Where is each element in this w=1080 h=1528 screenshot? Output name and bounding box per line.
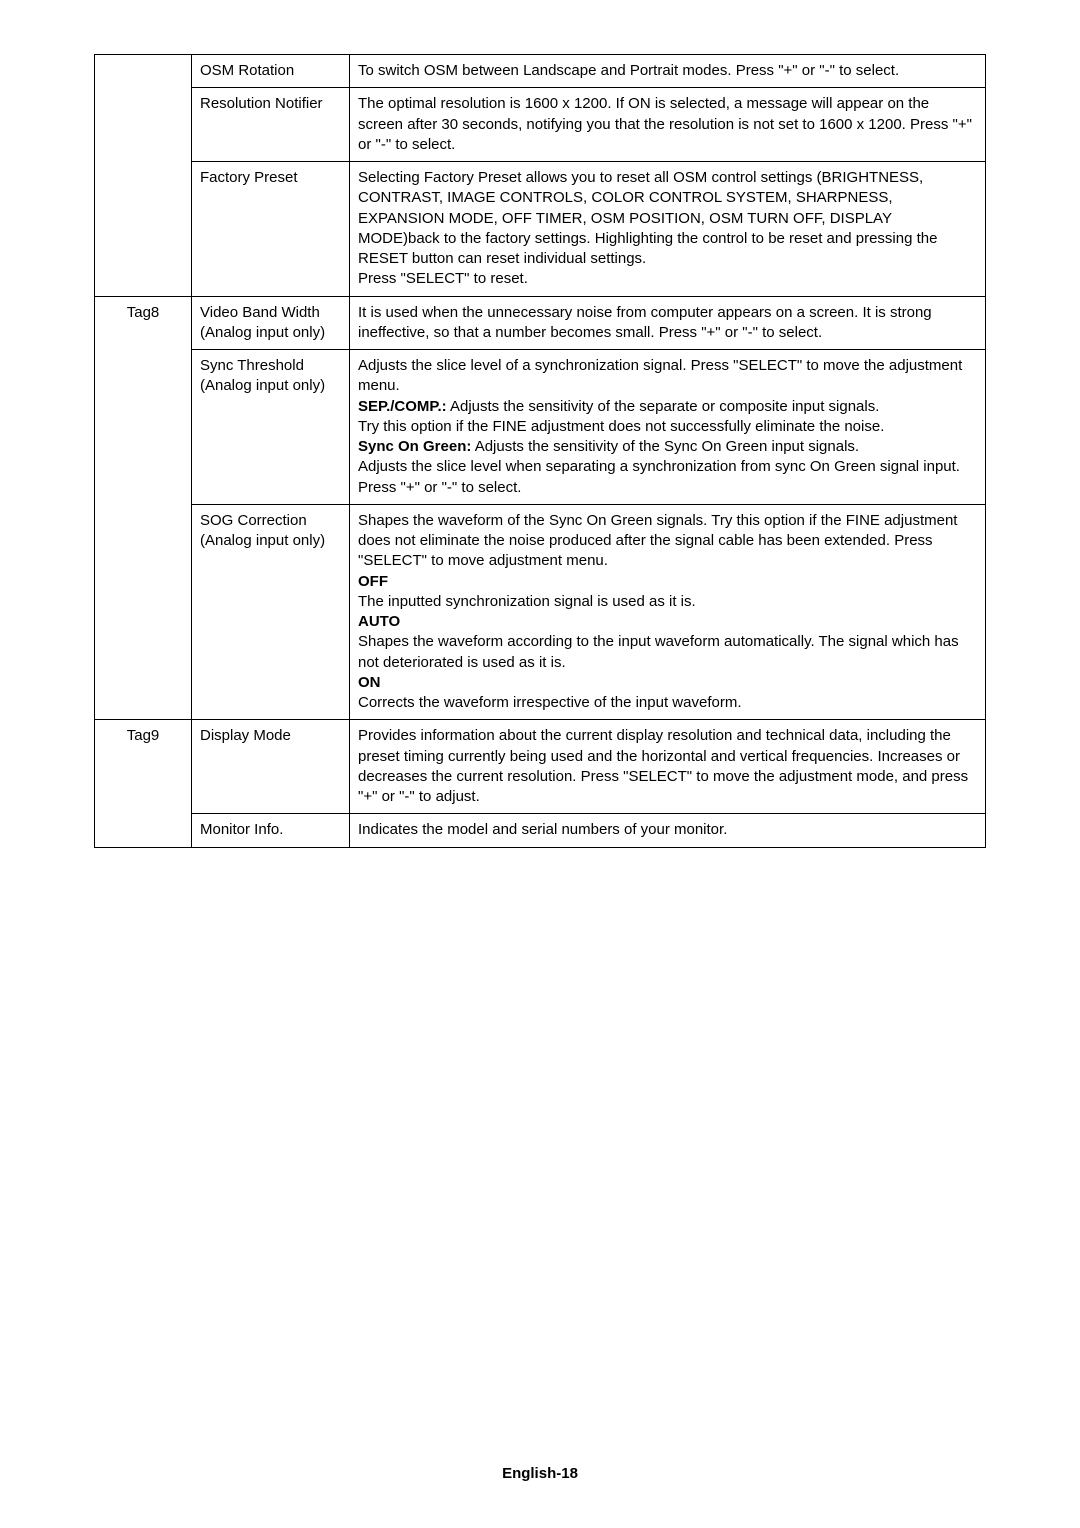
name-line: Video Band Width bbox=[200, 304, 320, 321]
desc-cell: Indicates the model and serial numbers o… bbox=[350, 814, 986, 847]
desc-cell: Provides information about the current d… bbox=[350, 720, 986, 814]
tag-cell bbox=[95, 55, 192, 297]
page-footer: English-18 bbox=[0, 1465, 1080, 1482]
desc-bold: AUTO bbox=[358, 613, 400, 630]
desc-text: Selecting Factory Preset allows you to r… bbox=[358, 169, 937, 267]
table-row: Resolution Notifier The optimal resoluti… bbox=[95, 88, 986, 162]
name-cell: Monitor Info. bbox=[192, 814, 350, 847]
desc-cell: Shapes the waveform of the Sync On Green… bbox=[350, 504, 986, 720]
tag-cell: Tag8 bbox=[95, 296, 192, 720]
desc-cell: To switch OSM between Landscape and Port… bbox=[350, 55, 986, 88]
desc-text: Adjusts the sensitivity of the Sync On G… bbox=[471, 438, 859, 455]
name-cell: Factory Preset bbox=[192, 162, 350, 297]
desc-bold: OFF bbox=[358, 573, 388, 590]
table-row: Tag8 Video Band Width (Analog input only… bbox=[95, 296, 986, 350]
desc-text: To switch OSM between Landscape and Port… bbox=[358, 62, 899, 79]
desc-text: Adjusts the slice level of a synchroniza… bbox=[358, 357, 962, 394]
desc-text: Shapes the waveform according to the inp… bbox=[358, 633, 959, 670]
name-line: (Analog input only) bbox=[200, 532, 325, 549]
name-line: (Analog input only) bbox=[200, 324, 325, 341]
desc-text: Try this option if the FINE adjustment d… bbox=[358, 418, 884, 435]
name-cell: Display Mode bbox=[192, 720, 350, 814]
desc-cell: Selecting Factory Preset allows you to r… bbox=[350, 162, 986, 297]
name-cell: Video Band Width (Analog input only) bbox=[192, 296, 350, 350]
page: OSM Rotation To switch OSM between Lands… bbox=[0, 0, 1080, 848]
desc-text: Adjusts the sensitivity of the separate … bbox=[447, 398, 880, 415]
desc-cell: Adjusts the slice level of a synchroniza… bbox=[350, 350, 986, 505]
table-row: Sync Threshold (Analog input only) Adjus… bbox=[95, 350, 986, 505]
name-line: Sync Threshold bbox=[200, 357, 304, 374]
name-cell: SOG Correction (Analog input only) bbox=[192, 504, 350, 720]
name-cell: Resolution Notifier bbox=[192, 88, 350, 162]
desc-text: Corrects the waveform irrespective of th… bbox=[358, 694, 741, 711]
desc-text: It is used when the unnecessary noise fr… bbox=[358, 304, 932, 341]
table-row: SOG Correction (Analog input only) Shape… bbox=[95, 504, 986, 720]
tag-cell: Tag9 bbox=[95, 720, 192, 847]
desc-bold: Sync On Green: bbox=[358, 438, 471, 455]
table-row: Factory Preset Selecting Factory Preset … bbox=[95, 162, 986, 297]
desc-cell: It is used when the unnecessary noise fr… bbox=[350, 296, 986, 350]
desc-bold: ON bbox=[358, 674, 381, 691]
desc-text: Shapes the waveform of the Sync On Green… bbox=[358, 512, 957, 570]
desc-text: Adjusts the slice level when separating … bbox=[358, 458, 960, 475]
name-line: (Analog input only) bbox=[200, 377, 325, 394]
table-row: OSM Rotation To switch OSM between Lands… bbox=[95, 55, 986, 88]
desc-text: Indicates the model and serial numbers o… bbox=[358, 821, 727, 838]
desc-text: Press "+" or "-" to select. bbox=[358, 479, 521, 496]
table-body: OSM Rotation To switch OSM between Lands… bbox=[95, 55, 986, 848]
desc-text: The inputted synchronization signal is u… bbox=[358, 593, 696, 610]
name-cell: OSM Rotation bbox=[192, 55, 350, 88]
name-cell: Sync Threshold (Analog input only) bbox=[192, 350, 350, 505]
desc-text: Provides information about the current d… bbox=[358, 727, 968, 805]
desc-text: Press "SELECT" to reset. bbox=[358, 270, 528, 287]
desc-bold: SEP./COMP.: bbox=[358, 398, 447, 415]
desc-text: The optimal resolution is 1600 x 1200. I… bbox=[358, 95, 972, 153]
settings-table: OSM Rotation To switch OSM between Lands… bbox=[94, 54, 986, 848]
desc-cell: The optimal resolution is 1600 x 1200. I… bbox=[350, 88, 986, 162]
table-row: Monitor Info. Indicates the model and se… bbox=[95, 814, 986, 847]
table-row: Tag9 Display Mode Provides information a… bbox=[95, 720, 986, 814]
name-line: SOG Correction bbox=[200, 512, 307, 529]
